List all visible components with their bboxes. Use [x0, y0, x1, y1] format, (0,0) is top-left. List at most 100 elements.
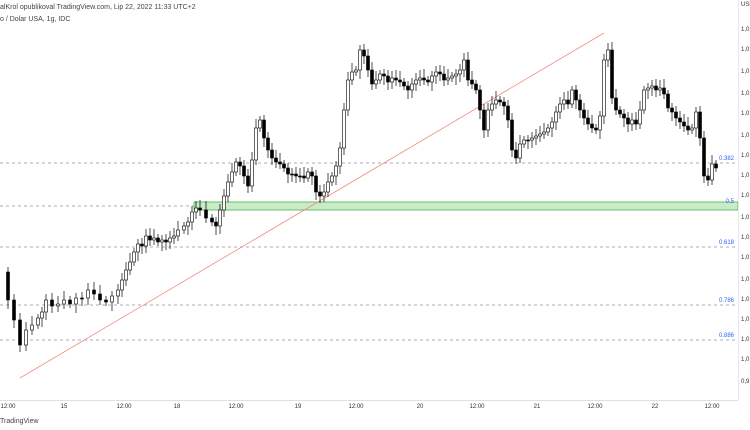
candle[interactable] — [290, 168, 294, 182]
candle[interactable] — [120, 273, 124, 297]
candle[interactable] — [110, 291, 114, 311]
candle[interactable] — [506, 100, 510, 128]
candle[interactable] — [694, 107, 698, 137]
candle[interactable] — [132, 248, 136, 266]
candle[interactable] — [242, 160, 246, 184]
candle[interactable] — [478, 85, 482, 119]
candle[interactable] — [362, 44, 366, 64]
candle[interactable] — [454, 69, 458, 85]
candle[interactable] — [558, 97, 562, 119]
candle[interactable] — [218, 204, 222, 234]
candle[interactable] — [574, 85, 578, 109]
candle[interactable] — [40, 307, 44, 327]
candle[interactable] — [322, 184, 326, 202]
candle[interactable] — [274, 150, 278, 168]
candle[interactable] — [338, 142, 342, 174]
candle[interactable] — [382, 69, 386, 85]
price-chart-area[interactable]: 0.382 0.5 0.618 0.786 0.886 — [0, 0, 738, 400]
candle[interactable] — [650, 80, 654, 96]
candle[interactable] — [230, 163, 234, 187]
candle[interactable] — [438, 65, 442, 81]
candle[interactable] — [446, 69, 450, 85]
candle[interactable] — [522, 136, 526, 148]
candle[interactable] — [670, 103, 674, 121]
candle[interactable] — [534, 129, 538, 145]
candle[interactable] — [418, 70, 422, 86]
candle[interactable] — [164, 234, 168, 250]
candle[interactable] — [168, 231, 172, 249]
candle[interactable] — [136, 239, 140, 261]
candle[interactable] — [370, 62, 374, 90]
candle[interactable] — [514, 142, 518, 164]
candle[interactable] — [686, 117, 690, 135]
candle[interactable] — [634, 112, 638, 130]
candle[interactable] — [554, 106, 558, 130]
candle[interactable] — [602, 54, 606, 124]
candle[interactable] — [172, 228, 176, 244]
candle[interactable] — [50, 293, 54, 313]
candle[interactable] — [56, 296, 60, 312]
candle[interactable] — [622, 109, 626, 127]
candle[interactable] — [246, 169, 250, 193]
candle[interactable] — [606, 43, 610, 67]
candle[interactable] — [546, 124, 550, 136]
candle[interactable] — [570, 86, 574, 108]
candle[interactable] — [306, 168, 310, 182]
candle[interactable] — [226, 174, 230, 202]
candle[interactable] — [470, 71, 474, 89]
candle[interactable] — [128, 253, 132, 275]
candle[interactable] — [690, 124, 694, 134]
candle[interactable] — [152, 229, 156, 245]
candle[interactable] — [286, 163, 290, 183]
candle[interactable] — [526, 135, 530, 149]
candle[interactable] — [402, 78, 406, 90]
candle[interactable] — [12, 294, 16, 328]
candle[interactable] — [714, 160, 718, 172]
candle[interactable] — [254, 119, 258, 165]
candle[interactable] — [6, 267, 10, 309]
candle[interactable] — [706, 168, 710, 186]
candle[interactable] — [494, 91, 498, 109]
candle[interactable] — [144, 229, 148, 253]
candle[interactable] — [210, 214, 214, 226]
candle[interactable] — [124, 262, 128, 286]
candle[interactable] — [710, 155, 714, 185]
candle[interactable] — [318, 185, 322, 203]
candle[interactable] — [490, 96, 494, 116]
candle[interactable] — [92, 282, 96, 300]
candle[interactable] — [30, 316, 34, 335]
candle[interactable] — [618, 106, 622, 118]
candle[interactable] — [430, 71, 434, 91]
candle[interactable] — [234, 158, 238, 176]
candle[interactable] — [366, 49, 370, 77]
candle[interactable] — [630, 113, 634, 131]
candle[interactable] — [160, 235, 164, 251]
time-axis[interactable]: 12:00 15 12:00 18 12:00 19 12:00 20 12:00 21 12:00… — [0, 400, 738, 415]
candle[interactable] — [266, 132, 270, 158]
candle[interactable] — [566, 91, 570, 109]
candle[interactable] — [116, 284, 120, 304]
candle[interactable] — [482, 104, 486, 138]
candle[interactable] — [86, 283, 90, 305]
candle[interactable] — [682, 114, 686, 132]
price-axis[interactable]: USD 1,0 1,0 1,0 1,0 1,0 1,0 1,0 1,0 1,0 1,0 1,0 1,0 1… — [738, 0, 750, 400]
candle[interactable] — [474, 80, 478, 94]
candle[interactable] — [462, 53, 466, 77]
candle[interactable] — [302, 167, 306, 183]
candle[interactable] — [330, 172, 334, 186]
candle[interactable] — [410, 78, 414, 98]
candle[interactable] — [198, 200, 202, 216]
candle[interactable] — [270, 143, 274, 165]
candle[interactable] — [222, 189, 226, 217]
candle[interactable] — [314, 170, 318, 200]
candle[interactable] — [354, 66, 358, 76]
candle[interactable] — [294, 167, 298, 183]
candle[interactable] — [238, 157, 242, 175]
candle[interactable] — [190, 206, 194, 230]
candle[interactable] — [654, 79, 658, 97]
candle[interactable] — [346, 72, 350, 116]
candle[interactable] — [550, 117, 554, 137]
candle[interactable] — [638, 101, 642, 129]
candle[interactable] — [666, 90, 670, 112]
candle[interactable] — [450, 72, 454, 82]
